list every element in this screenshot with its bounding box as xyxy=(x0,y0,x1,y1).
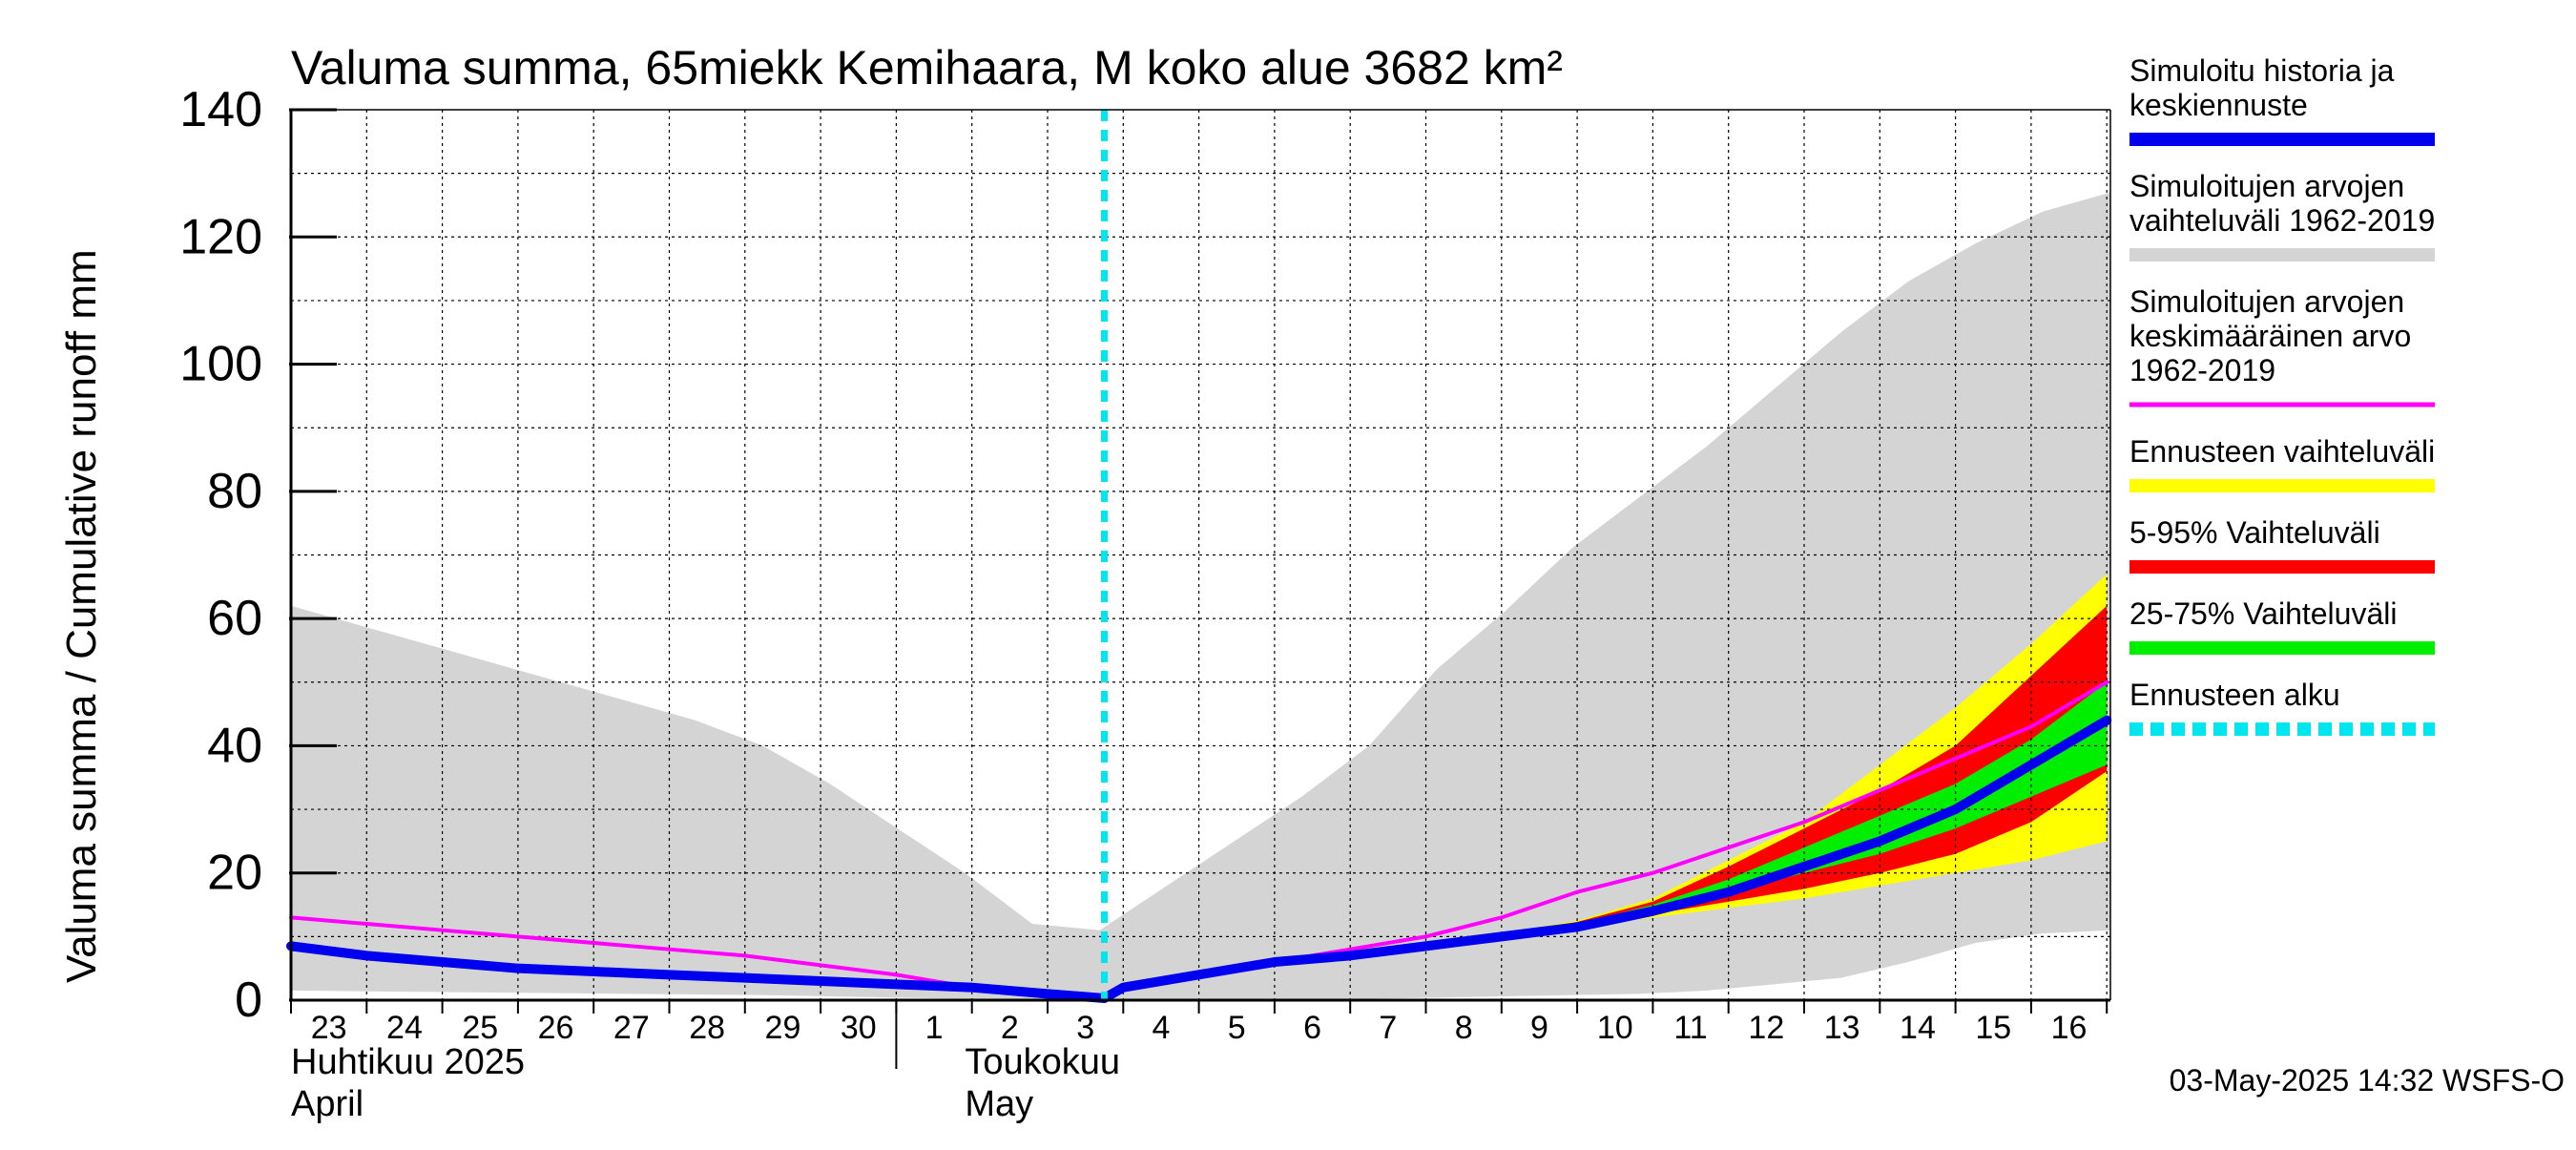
legend-label: keskiennuste xyxy=(2129,88,2308,122)
month-label-fi: Huhtikuu 2025 xyxy=(291,1042,525,1082)
month-label-en: April xyxy=(291,1084,364,1124)
y-tick-label: 120 xyxy=(179,209,262,264)
legend-label: Simuloitujen arvojen xyxy=(2129,169,2404,203)
y-tick-label: 60 xyxy=(207,591,262,646)
lines-layer xyxy=(286,110,2112,1004)
x-tick-label: 7 xyxy=(1379,1010,1397,1046)
legend-label: 25-75% Vaihteluväli xyxy=(2129,596,2397,631)
y-tick-label: 140 xyxy=(179,82,262,137)
x-tick-label: 4 xyxy=(1152,1010,1170,1046)
x-tick-label: 9 xyxy=(1530,1010,1548,1046)
y-axis-label: Valuma summa / Cumulative runoff mm xyxy=(58,249,105,983)
x-tick-label: 13 xyxy=(1824,1010,1860,1046)
y-tick-label: 20 xyxy=(207,846,262,901)
x-tick-label: 29 xyxy=(765,1010,801,1046)
x-tick-label: 25 xyxy=(462,1010,498,1046)
y-tick-label: 100 xyxy=(179,337,262,392)
y-tick-label: 80 xyxy=(207,464,262,519)
legend-label: 5-95% Vaihteluväli xyxy=(2129,515,2380,550)
legend-item: Ennusteen vaihteluväli xyxy=(2129,434,2435,492)
x-tick-label: 28 xyxy=(689,1010,725,1046)
y-tick-label: 40 xyxy=(207,718,262,773)
y-tick-label: 0 xyxy=(235,972,262,1028)
x-tick-label: 1 xyxy=(925,1010,944,1046)
x-tick-label: 14 xyxy=(1900,1010,1936,1046)
grid-layer xyxy=(290,110,2110,1000)
x-tick-label: 6 xyxy=(1303,1010,1321,1046)
legend-label: Simuloitu historia ja xyxy=(2129,53,2395,88)
x-tick-label: 30 xyxy=(841,1010,877,1046)
x-tick-label: 26 xyxy=(538,1010,574,1046)
history-range-band xyxy=(291,192,2110,1000)
x-tick-label: 16 xyxy=(2051,1010,2088,1046)
legend-label: keskimääräinen arvo xyxy=(2129,319,2411,353)
x-tick-label: 24 xyxy=(386,1010,423,1046)
month-label-en: May xyxy=(965,1084,1033,1124)
legend-label: vaihteluväli 1962-2019 xyxy=(2129,203,2435,238)
legend-label: Ennusteen alku xyxy=(2129,678,2340,712)
forecast-25-75-band xyxy=(1501,681,2108,934)
legend-item: Ennusteen alku xyxy=(2129,678,2435,736)
x-tick-label: 8 xyxy=(1455,1010,1473,1046)
x-tick-label: 27 xyxy=(613,1010,650,1046)
legend-item: 25-75% Vaihteluväli xyxy=(2129,596,2435,655)
x-tick-label: 5 xyxy=(1228,1010,1246,1046)
x-tick-label: 23 xyxy=(311,1010,347,1046)
legend-label: 1962-2019 xyxy=(2129,353,2275,387)
bands-layer xyxy=(291,192,2110,1000)
x-tick-label: 12 xyxy=(1748,1010,1784,1046)
x-tick-label: 3 xyxy=(1076,1010,1094,1046)
legend: Simuloitu historia jakeskiennusteSimuloi… xyxy=(2129,53,2435,736)
legend-label: Ennusteen vaihteluväli xyxy=(2129,434,2435,469)
x-tick-label: 11 xyxy=(1673,1010,1707,1046)
x-tick-label: 15 xyxy=(1975,1010,2011,1046)
chart-title: Valuma summa, 65miekk Kemihaara, M koko … xyxy=(291,41,1563,94)
x-tick-label: 2 xyxy=(1001,1010,1019,1046)
legend-item: 5-95% Vaihteluväli xyxy=(2129,515,2435,574)
main-series-line xyxy=(286,715,2112,1004)
x-tick-label: 10 xyxy=(1597,1010,1633,1046)
month-label-fi: Toukokuu xyxy=(965,1042,1120,1082)
legend-label: Simuloitujen arvojen xyxy=(2129,284,2404,319)
timestamp: 03-May-2025 14:32 WSFS-O xyxy=(2170,1063,2565,1098)
